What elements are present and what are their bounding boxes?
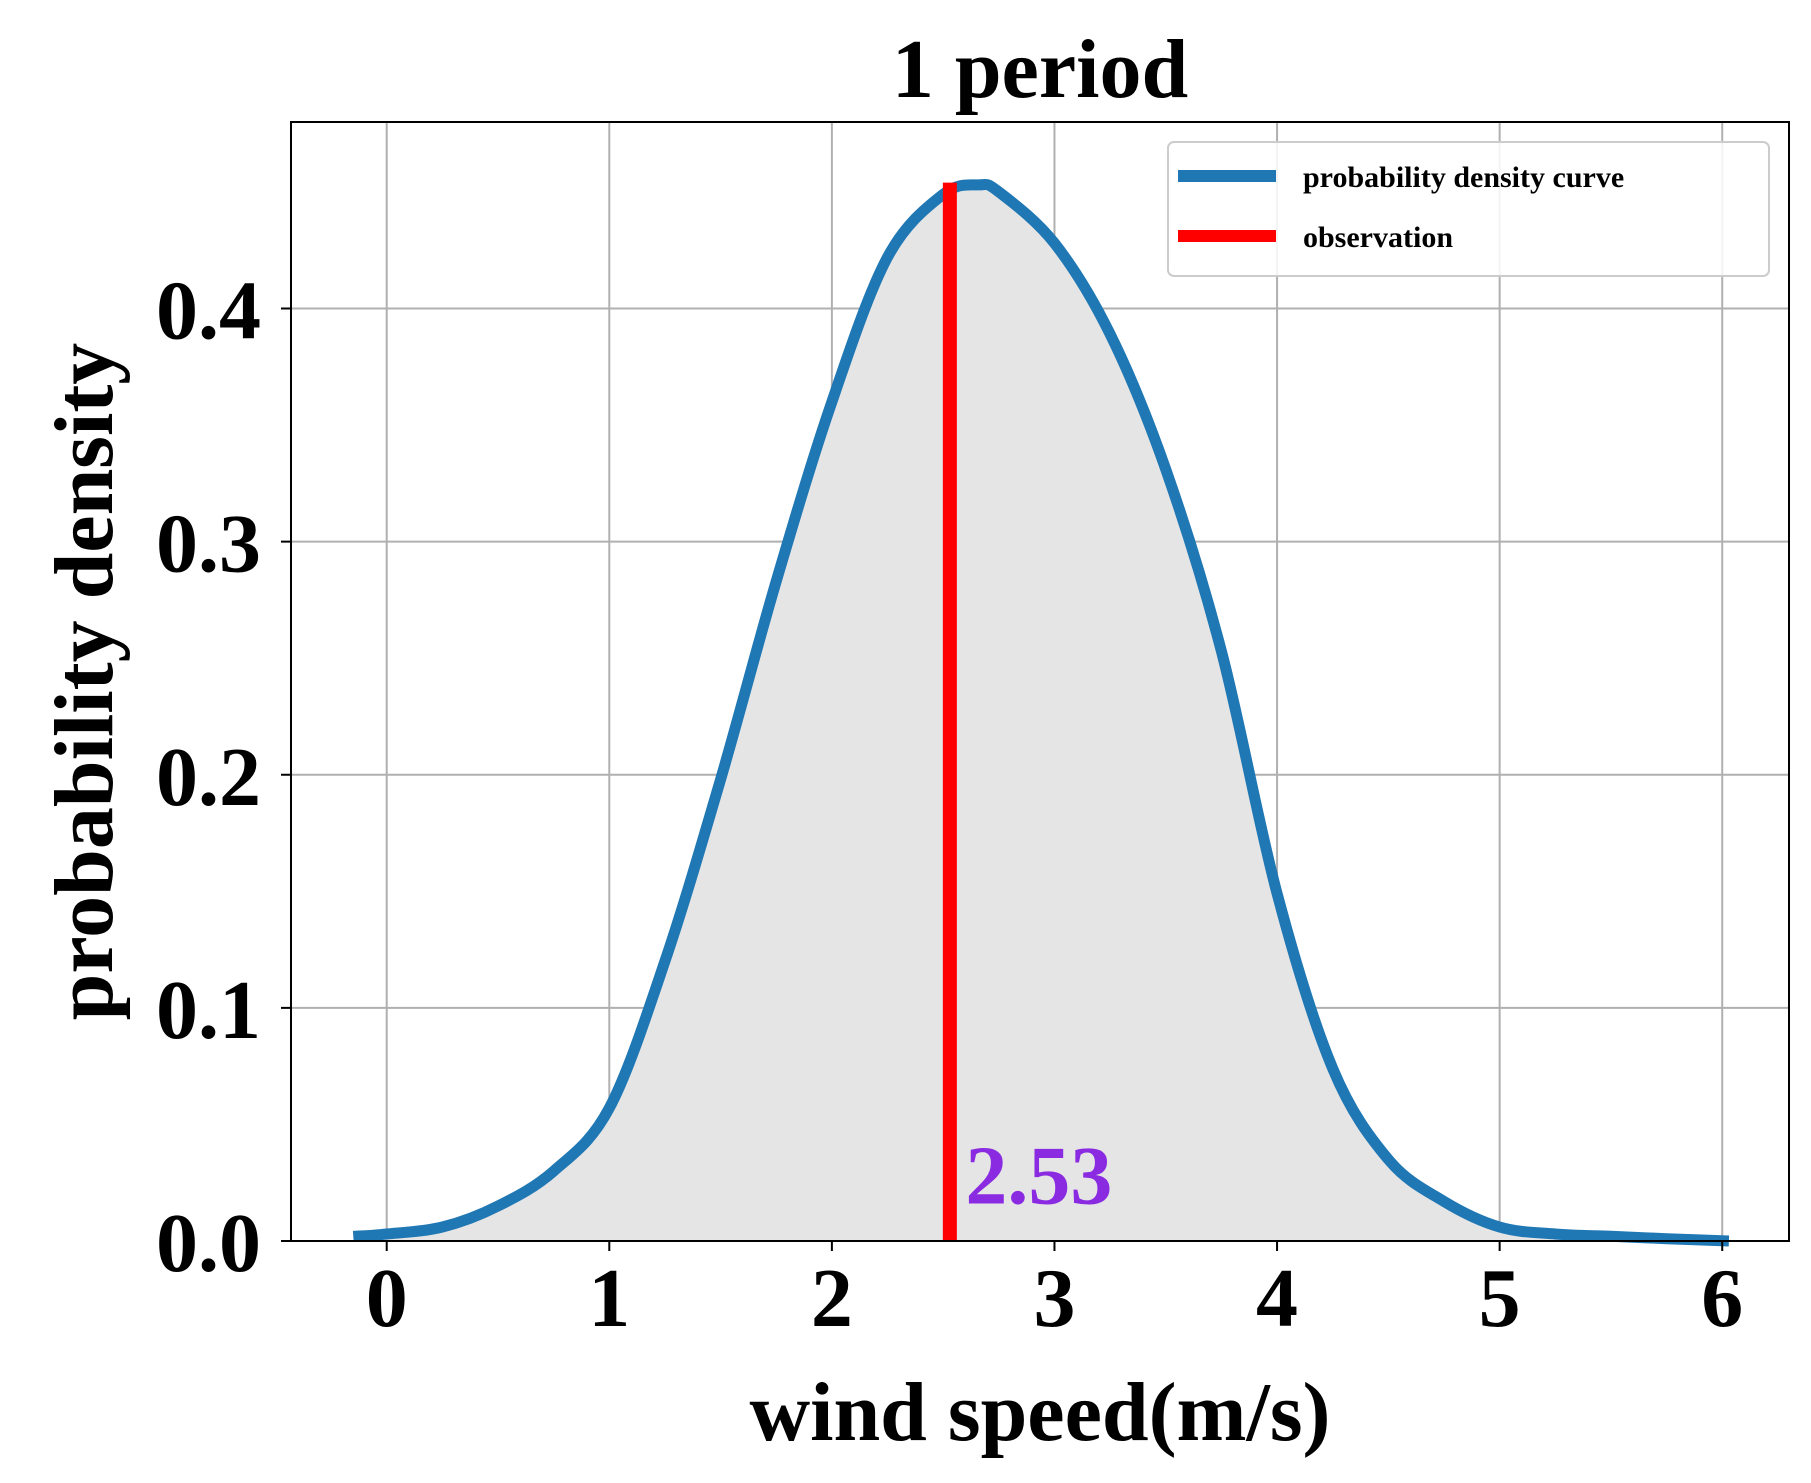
y-tick-label: 0.4 bbox=[156, 265, 261, 358]
plot-frame bbox=[290, 121, 1790, 1242]
legend-box bbox=[1167, 141, 1770, 277]
x-tick-label: 5 bbox=[1479, 1252, 1521, 1345]
y-tick-label: 0.3 bbox=[156, 498, 261, 591]
observation-value-label: 2.53 bbox=[965, 1130, 1112, 1223]
y-tick-label: 0.2 bbox=[156, 731, 261, 824]
density-fill bbox=[353, 184, 1729, 1241]
x-tick-label: 6 bbox=[1701, 1252, 1743, 1345]
axis-ticks: 0 1 2 3 4 5 6 0.0 0.1 0.2 0.3 0.4 bbox=[156, 265, 1743, 1346]
probability-density-curve bbox=[352, 178, 1730, 1247]
chart-title: 1 period bbox=[892, 23, 1188, 116]
x-tick-label: 3 bbox=[1033, 1252, 1075, 1345]
legend-label: observation bbox=[1303, 221, 1453, 254]
legend: probability density curve observation bbox=[1167, 141, 1770, 277]
series-lines bbox=[352, 178, 1730, 1247]
y-tick-label: 0.1 bbox=[156, 964, 261, 1057]
x-axis-label: wind speed(m/s) bbox=[749, 1366, 1330, 1459]
x-tick-label: 1 bbox=[588, 1252, 630, 1345]
y-tick-label: 0.0 bbox=[156, 1197, 261, 1290]
x-tick-label: 0 bbox=[366, 1252, 408, 1345]
x-tick-label: 4 bbox=[1256, 1252, 1298, 1345]
annotations: 2.53 bbox=[965, 1130, 1112, 1223]
legend-label: probability density curve bbox=[1303, 161, 1624, 194]
y-axis-label: probability density bbox=[38, 343, 131, 1021]
x-tick-label: 2 bbox=[811, 1252, 853, 1345]
density-area bbox=[353, 184, 1729, 1241]
